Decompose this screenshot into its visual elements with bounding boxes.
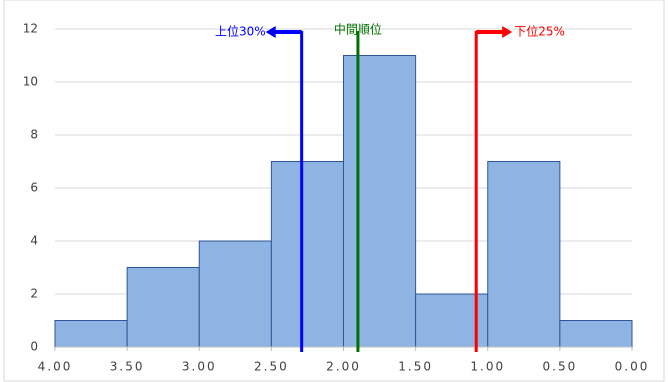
- chart-frame: [3, 0, 665, 382]
- y-tick-label: 2: [30, 287, 38, 301]
- bar: [343, 55, 417, 348]
- y-tick-label: 0: [30, 340, 38, 354]
- y-tick-label: 6: [30, 181, 38, 195]
- x-tick-label: 0.50: [543, 360, 578, 374]
- bar: [198, 240, 272, 348]
- bar: [126, 267, 200, 348]
- x-tick-label: 0.00: [615, 360, 650, 374]
- arrow-head: [502, 26, 513, 38]
- x-tick-label: 2.00: [326, 360, 361, 374]
- x-tick-label: 1.50: [398, 360, 433, 374]
- bar: [487, 161, 561, 348]
- y-tick-label: 12: [23, 22, 38, 36]
- x-tick-label: 2.50: [254, 360, 289, 374]
- bar: [559, 320, 633, 348]
- bar: [270, 161, 344, 348]
- x-tick-label: 3.00: [182, 360, 217, 374]
- bar: [54, 320, 128, 348]
- y-tick-label: 4: [30, 234, 38, 248]
- arrow-head: [265, 26, 276, 38]
- x-tick-label: 4.00: [38, 360, 73, 374]
- annotation: 下位25%: [514, 24, 565, 39]
- y-tick-label: 8: [30, 128, 38, 142]
- y-tick-label: 10: [23, 75, 38, 89]
- x-tick-label: 3.50: [110, 360, 145, 374]
- annotation: 中間順位: [334, 22, 382, 37]
- annotation: 上位30%: [215, 24, 266, 39]
- x-tick-label: 1.00: [470, 360, 505, 374]
